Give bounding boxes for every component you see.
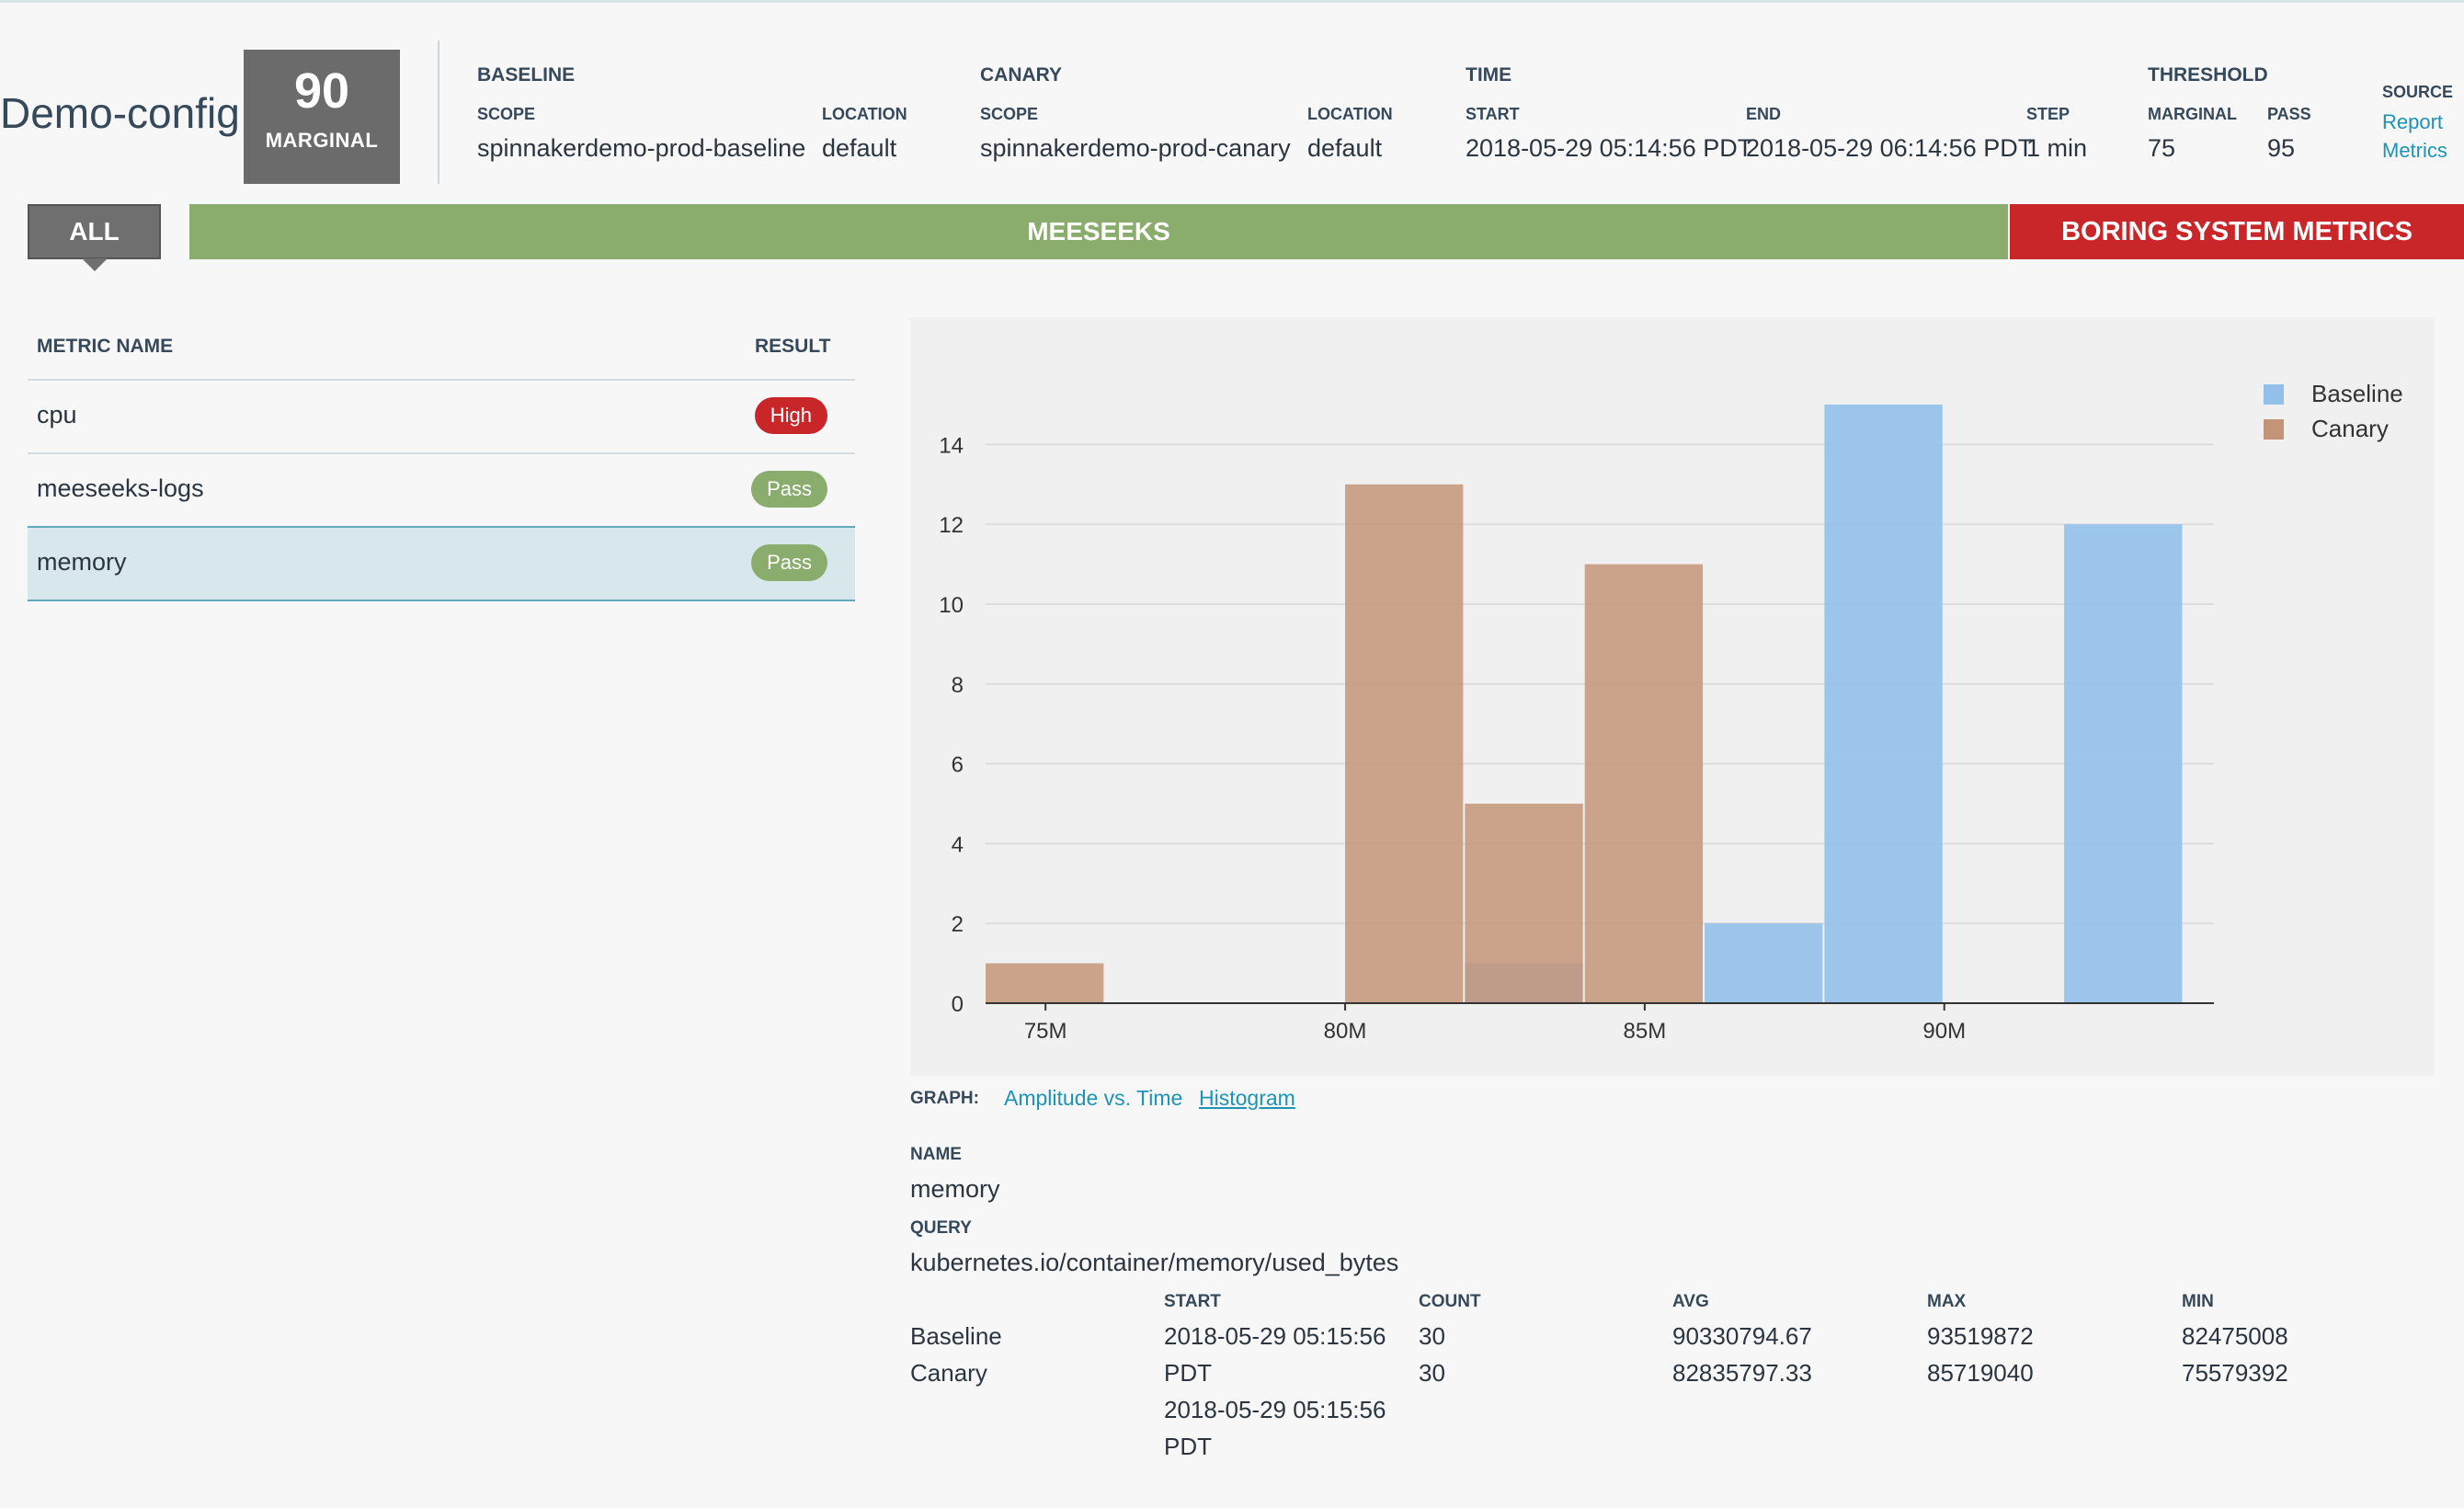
group-tab-all[interactable]: ALL [28, 204, 161, 259]
graph-label: GRAPH: [910, 1089, 979, 1108]
score-badge: 90 MARGINAL [244, 50, 400, 184]
stats-canary-start: 2018-05-29 05:15:56 [1164, 1396, 1386, 1423]
metric-row-memory[interactable]: memory Pass [28, 526, 855, 601]
stats-max-header: MAX [1927, 1292, 1967, 1311]
metric-row-cpu[interactable]: cpu High [28, 379, 855, 451]
y-tick-label: 12 [939, 513, 964, 538]
header-divider [438, 40, 439, 184]
stats-min-header: MIN [2182, 1292, 2214, 1311]
legend-swatch-baseline [2264, 384, 2284, 405]
y-tick-label: 0 [952, 992, 964, 1017]
threshold-pass-value: 95 [2267, 134, 2296, 162]
time-step-label: STEP [2026, 105, 2070, 123]
baseline-location-value: default [822, 134, 897, 162]
bar-canary [1584, 564, 1704, 1003]
y-tick-label: 14 [939, 433, 964, 458]
metric-name: memory [37, 548, 127, 576]
y-tick-label: 2 [952, 912, 964, 937]
stats-count-header: COUNT [1419, 1292, 1481, 1311]
canary-heading: CANARY [980, 64, 1063, 86]
config-title: Demo-config [0, 89, 240, 137]
baseline-scope-label: SCOPE [477, 105, 536, 123]
time-start-label: START [1466, 105, 1520, 123]
canary-location-label: LOCATION [1307, 105, 1393, 123]
bar-canary [1345, 484, 1464, 1003]
time-heading: TIME [1466, 64, 1512, 86]
source-label: SOURCE [2382, 83, 2454, 101]
group-tab-boring-system-metrics[interactable]: BORING SYSTEM METRICS [2010, 204, 2464, 259]
bar-baseline [1705, 923, 1823, 1003]
legend-swatch-canary [2264, 419, 2284, 440]
bar-canary [1465, 804, 1583, 1003]
selected-tab-caret-icon [82, 258, 108, 271]
legend-label-canary: Canary [2311, 415, 2389, 442]
stats-canary-count: 30 [1419, 1359, 1445, 1387]
result-badge-high: High [754, 397, 827, 434]
stats-baseline-min: 82475008 [2182, 1322, 2288, 1350]
stats-canary-avg: 82835797.33 [1672, 1359, 1812, 1387]
stats-baseline-start-tz: PDT [1164, 1359, 1212, 1387]
time-end-value: 2018-05-29 06:14:56 PDT [1746, 134, 2034, 162]
metrics-link[interactable]: Metrics [2382, 139, 2447, 162]
result-column-header: RESULT [755, 336, 831, 357]
x-tick-label: 80M [1324, 1019, 1367, 1044]
score-value: 90 [293, 63, 350, 119]
stats-canary-start-tz: PDT [1164, 1433, 1212, 1460]
stats-start-header: START [1164, 1292, 1221, 1311]
baseline-location-label: LOCATION [822, 105, 907, 123]
stats-baseline-avg: 90330794.67 [1672, 1322, 1812, 1350]
x-tick-label: 85M [1624, 1019, 1667, 1044]
report-link[interactable]: Report [2382, 110, 2444, 133]
threshold-heading: THRESHOLD [2148, 64, 2268, 86]
result-badge-pass: Pass [751, 544, 827, 581]
name-label: NAME [910, 1145, 962, 1164]
stats-canary-min: 75579392 [2182, 1359, 2288, 1387]
bar-baseline [1824, 405, 1943, 1003]
histogram-link[interactable]: Histogram [1199, 1086, 1295, 1110]
y-tick-label: 10 [939, 593, 964, 618]
threshold-pass-label: PASS [2267, 105, 2311, 123]
stats-baseline-label: Baseline [910, 1322, 1002, 1350]
stats-canary-max: 85719040 [1927, 1359, 2034, 1387]
metric-name: cpu [37, 401, 77, 428]
query-label: QUERY [910, 1218, 972, 1238]
metric-name-column-header: METRIC NAME [37, 336, 174, 357]
y-tick-label: 8 [952, 673, 964, 698]
metric-row-meeseeks-logs[interactable]: meeseeks-logs Pass [28, 452, 855, 524]
score-label: MARGINAL [265, 129, 379, 152]
time-end-label: END [1746, 105, 1782, 123]
histogram-chart-panel: 0 2 4 6 8 10 12 14 75M 80M 85M 90M Baseline Canary [910, 317, 2435, 1076]
metric-name: meeseeks-logs [37, 474, 204, 502]
amplitude-vs-time-link[interactable]: Amplitude vs. Time [1004, 1086, 1183, 1110]
canary-scope-label: SCOPE [980, 105, 1039, 123]
stats-avg-header: AVG [1672, 1292, 1709, 1311]
stats-canary-label: Canary [910, 1359, 987, 1387]
histogram-chart: 0 2 4 6 8 10 12 14 75M 80M 85M 90M Baseline Canary [939, 380, 2403, 1044]
query-value: kubernetes.io/container/memory/used_byte… [910, 1249, 1399, 1276]
result-badge-pass: Pass [751, 471, 827, 508]
stats-baseline-max: 93519872 [1927, 1322, 2034, 1350]
x-tick-label: 75M [1024, 1019, 1067, 1044]
top-border [0, 0, 2464, 3]
time-step-value: 1 min [2026, 134, 2088, 162]
stats-baseline-count: 30 [1419, 1322, 1445, 1350]
threshold-marginal-label: MARGINAL [2148, 105, 2237, 123]
y-tick-label: 6 [952, 753, 964, 778]
stats-baseline-start: 2018-05-29 05:15:56 [1164, 1322, 1386, 1350]
bar-baseline [2064, 524, 2183, 1003]
threshold-marginal-value: 75 [2148, 134, 2176, 162]
x-tick-label: 90M [1922, 1019, 1966, 1044]
bar-canary [986, 963, 1104, 1003]
time-start-value: 2018-05-29 05:14:56 PDT [1466, 134, 1753, 162]
canary-scope-value: spinnakerdemo-prod-canary [980, 134, 1291, 162]
metric-name-value: memory [910, 1175, 1000, 1203]
baseline-scope-value: spinnakerdemo-prod-baseline [477, 134, 806, 162]
y-tick-label: 4 [952, 832, 964, 857]
legend-label-baseline: Baseline [2311, 380, 2403, 407]
baseline-heading: BASELINE [477, 64, 576, 86]
canary-location-value: default [1307, 134, 1383, 162]
group-tab-meeseeks[interactable]: MEESEEKS [189, 204, 2008, 259]
